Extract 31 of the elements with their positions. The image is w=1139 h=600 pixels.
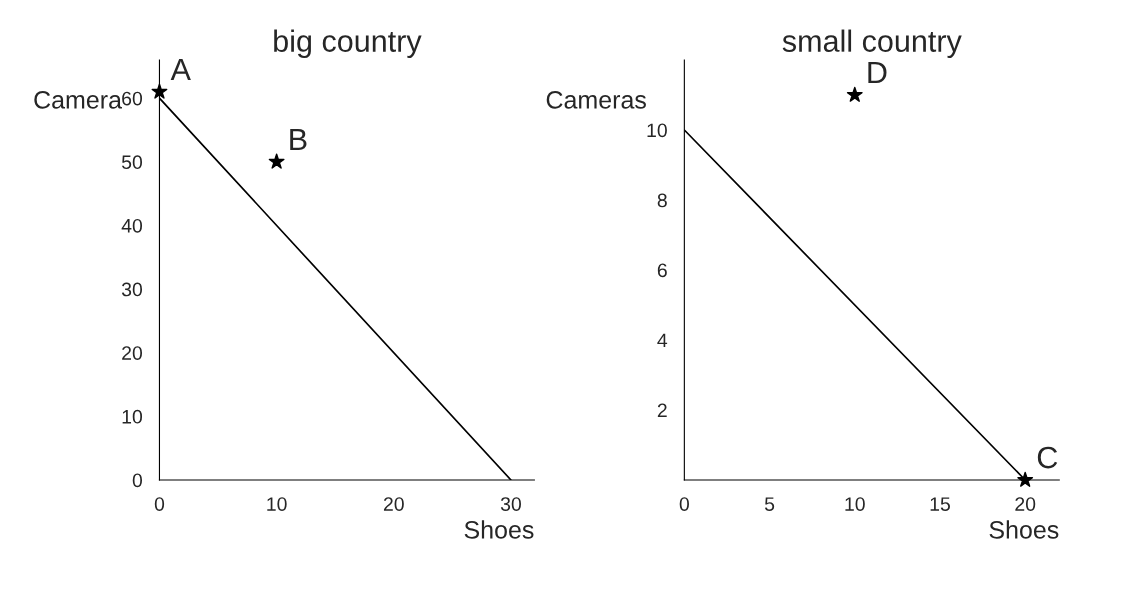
x-tick-label: 0 [679, 497, 689, 511]
y-tick-label: 40 [121, 218, 143, 233]
y-tick-label: 4 [657, 333, 668, 348]
series-label: C [1037, 446, 1058, 469]
y-tick-label: 10 [647, 123, 667, 138]
y-tick-label: 60 [122, 91, 143, 106]
x-tick-label: 15 [930, 497, 950, 511]
series-label: D [868, 62, 887, 84]
x-axis-title: Shoes [464, 520, 534, 539]
x-axis-title: Shoes [989, 520, 1059, 539]
chart-title: big country [274, 29, 422, 59]
y-tick-label: 6 [657, 263, 667, 278]
chart-title: small country [782, 29, 962, 59]
x-tick-label: 0 [154, 497, 165, 511]
y-axis-title: Camera [34, 91, 122, 109]
y-tick-label: 10 [122, 409, 143, 424]
y-tick-label: 0 [132, 473, 143, 488]
series-label: B [290, 128, 307, 150]
y-tick-label: 8 [657, 193, 667, 208]
x-tick-label: 20 [383, 497, 404, 511]
y-axis-title: Cameras [546, 91, 646, 109]
y-tick-label: 50 [121, 155, 143, 170]
x-tick-label: 30 [500, 497, 521, 511]
x-tick-label: 5 [764, 497, 775, 511]
y-tick-label: 30 [121, 282, 143, 297]
y-tick-label: 20 [122, 346, 143, 360]
x-tick-label: 20 [1015, 497, 1036, 511]
y-tick-label: 2 [657, 403, 667, 418]
x-tick-label: 10 [267, 497, 287, 511]
x-tick-label: 10 [845, 497, 865, 511]
series-label: A [170, 58, 191, 80]
